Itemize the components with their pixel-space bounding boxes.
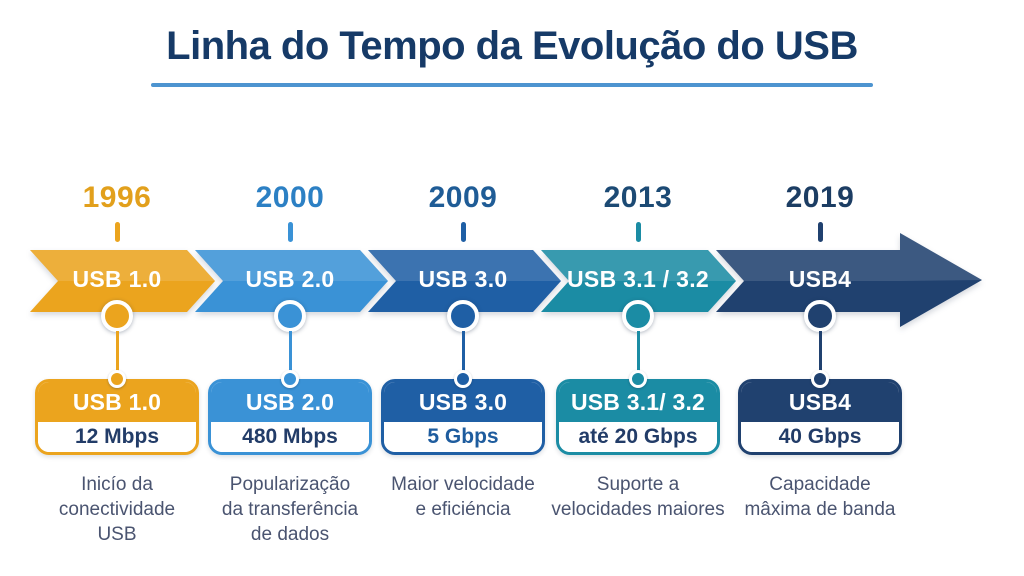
year-tick-line [635,222,641,242]
connector-line [461,331,465,372]
year-label: 2009 [428,181,498,214]
chevron-label: USB 3.1 / 3.2 [567,266,709,292]
year-tick-line [817,222,823,242]
column-description: Capacidade mâxima de banda [744,474,896,520]
card-title: USB 3.1/ 3.2 [559,382,717,422]
column-description: Suporte a velocidades maiores [551,474,725,520]
timeline-node-dot [447,300,479,332]
card-anchor-dot [454,370,472,388]
timeline-node-dot [101,300,133,332]
timeline-column-usb3: 2009 USB 3.0 USB 3.0 5 Gbps Maior veloci… [373,0,553,576]
year-tick-line [460,222,466,242]
year-label: 2013 [603,181,673,214]
timeline-column-usb2: 2000 USB 2.0 USB 2.0 480 Mbps Populariza… [200,0,380,576]
card-value: 5 Gbps [384,422,542,452]
card-anchor-dot [108,370,126,388]
card-value: 12 Mbps [38,422,196,452]
column-description: Popularização da transferência de dados [221,474,359,545]
column-description: Maior velocidade e eficiéncia [391,474,535,520]
timeline-node-dot [622,300,654,332]
connector-line [115,331,119,372]
spec-card: USB4 40 Gbps [738,379,902,455]
card-anchor-dot [629,370,647,388]
chevron-label: USB 1.0 [72,266,162,292]
year-label: 2019 [785,181,855,214]
card-title: USB 2.0 [211,382,369,422]
timeline-column-usb4: 2019 USB4 USB4 40 Gbps Capacidade mâxima… [730,0,910,576]
chevron-label: USB 2.0 [245,266,335,292]
column-description: Inicío da conectividade USB [58,474,176,545]
spec-card: USB 1.0 12 Mbps [35,379,199,455]
year-tick-line [114,222,120,242]
timeline-column-usb31-32: 2013 USB 3.1 / 3.2 USB 3.1/ 3.2 até 20 G… [548,0,728,576]
card-title: USB 1.0 [38,382,196,422]
year-tick-line [287,222,293,242]
card-value: 40 Gbps [741,422,899,452]
timeline-column-usb1: 1996 USB 1.0 USB 1.0 12 Mbps Inicío da c… [27,0,207,576]
spec-card: USB 3.0 5 Gbps [381,379,545,455]
card-anchor-dot [281,370,299,388]
page-title: Linha do Tempo da Evolução do USB [166,24,858,68]
timeline-node-dot [274,300,306,332]
card-anchor-dot [811,370,829,388]
card-title: USB 3.0 [384,382,542,422]
connector-line [636,331,640,372]
spec-card: USB 3.1/ 3.2 até 20 Gbps [556,379,720,455]
connector-line [288,331,292,372]
chevron-label: USB4 [788,266,852,292]
timeline-node-dot [804,300,836,332]
connector-line [818,331,822,372]
page-header: Linha do Tempo da Evolução do USB [0,22,1024,87]
spec-card: USB 2.0 480 Mbps [208,379,372,455]
card-title: USB4 [741,382,899,422]
card-value: 480 Mbps [211,422,369,452]
year-label: 2000 [255,181,325,214]
chevron-label: USB 3.0 [418,266,508,292]
year-label: 1996 [82,181,152,214]
card-value: até 20 Gbps [559,422,717,452]
title-underline [151,83,873,87]
